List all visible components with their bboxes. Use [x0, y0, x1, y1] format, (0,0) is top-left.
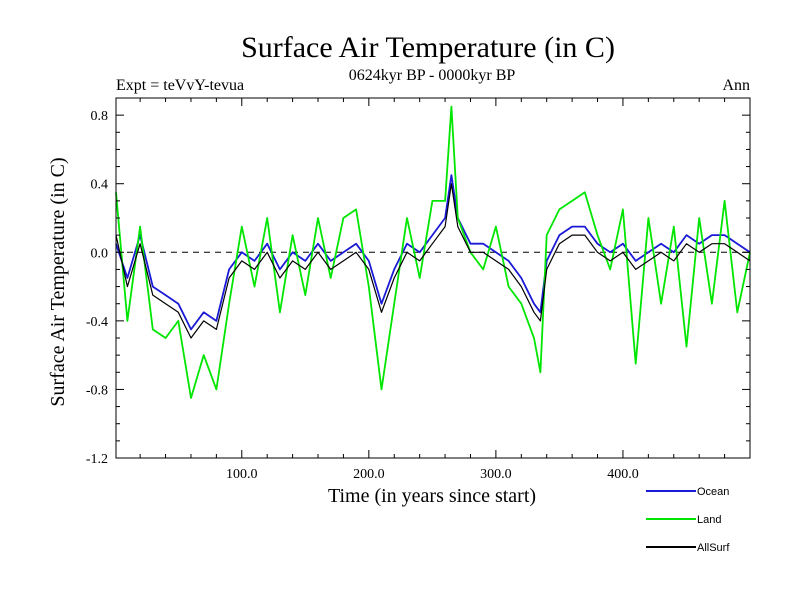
- x-tick-label: 100.0: [226, 467, 258, 482]
- series-line-land: [115, 105, 751, 399]
- y-tick-label: 0.4: [91, 178, 109, 193]
- y-tick-label: -1.2: [86, 452, 108, 467]
- series-line-allsurf: [115, 183, 751, 339]
- x-tick-label: 400.0: [607, 467, 639, 482]
- x-tick-label: 300.0: [480, 467, 512, 482]
- season-label: Ann: [722, 77, 750, 94]
- y-tick-label: 0.0: [91, 246, 109, 261]
- x-axis-label: Time (in years since start): [328, 485, 536, 507]
- legend-label-ocean: Ocean: [697, 486, 729, 498]
- chart-title: Surface Air Temperature (in C): [241, 31, 615, 64]
- y-tick-label: -0.4: [86, 315, 108, 330]
- y-tick-label: -0.8: [86, 383, 108, 398]
- x-tick-label: 200.0: [353, 467, 385, 482]
- legend-label-land: Land: [697, 514, 721, 526]
- plot-frame: [115, 97, 751, 459]
- plot-area: 100.0 200.0 300.0 400.0 -1.2 -0.8 -0.4 0.0 0.4 0.…: [86, 97, 751, 482]
- y-tick-label: 0.8: [91, 109, 109, 124]
- legend-label-allsurf: AllSurf: [697, 542, 730, 554]
- y-axis-label: Surface Air Temperature (in C): [47, 157, 69, 406]
- legend: Ocean Land AllSurf: [646, 486, 730, 554]
- series-line-ocean: [115, 174, 751, 331]
- period-label: 0624kyr BP - 0000kyr BP: [349, 67, 516, 84]
- experiment-label: Expt = teVvY-tevua: [116, 77, 244, 94]
